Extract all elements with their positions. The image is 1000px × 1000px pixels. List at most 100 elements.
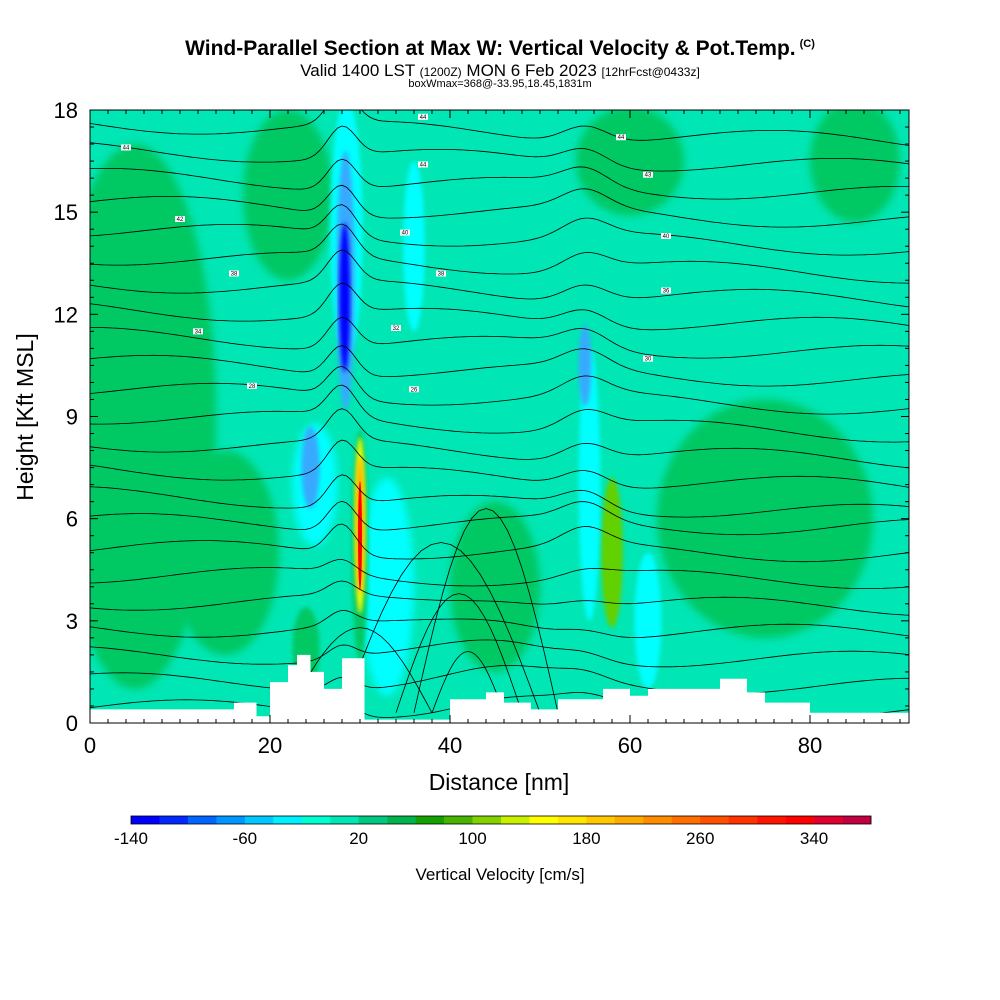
colorbar-swatch: [387, 816, 416, 824]
isentrope-line: [90, 609, 909, 638]
isentrope-line: [90, 408, 909, 469]
colorbar-swatch: [671, 816, 701, 824]
terrain-profile: [90, 654, 909, 723]
colorbar-tick-label: 340: [800, 829, 828, 848]
downdraft-zone: [578, 348, 601, 621]
updraft-core: [601, 477, 623, 628]
isentrope-labels: 44 44 44 44 43 42 40 40 38 38 36 34 32 30 28 26: [121, 113, 671, 393]
chart-title: Wind-Parallel Section at Max W: Vertical…: [0, 37, 1000, 61]
colorbar-swatch: [358, 816, 388, 824]
isentrope-line: [287, 627, 433, 713]
isentrope-label: 43: [645, 173, 652, 179]
isentrope-line: [90, 158, 909, 200]
colorbar-swatch: [757, 816, 786, 824]
isentrope-label: 44: [618, 135, 625, 141]
isentrope-line: [90, 204, 909, 256]
y-tick-label: 0: [66, 711, 78, 736]
colorbar-swatch: [586, 816, 616, 824]
isentrope-label-box: [643, 355, 653, 362]
isentrope-label-box: [121, 144, 131, 151]
isentrope-line: [90, 184, 909, 228]
velocity-field: [90, 110, 900, 696]
colorbar-swatch: [614, 816, 644, 824]
colorbar-swatch: [159, 816, 189, 824]
colorbar-swatch: [301, 816, 331, 824]
colorbar-tick-label: 260: [686, 829, 714, 848]
colorbar-swatch: [557, 816, 587, 824]
plot-area: 44 44 44 44 43 42 40 40 38 38 36 34 32 30 28 26: [90, 110, 909, 723]
x-tick-label: 20: [258, 733, 282, 758]
isentrope-line: [341, 542, 541, 713]
isentrope-line: [90, 384, 909, 443]
isentrope-label-box: [643, 171, 653, 178]
x-tick-label: 40: [438, 733, 462, 758]
isentrope-line: [90, 316, 909, 359]
downdraft-core: [301, 426, 320, 509]
isentrope-label: 32: [393, 326, 400, 332]
colorbar-swatch: [330, 816, 359, 824]
colorbar-swatch: [785, 816, 815, 824]
colorbar-tick-label: 180: [572, 829, 600, 848]
y-tick-label: 18: [54, 98, 78, 123]
isentrope-label-box: [247, 382, 257, 389]
isentrope-line: [90, 345, 909, 387]
colorbar-tick-label: 100: [458, 829, 486, 848]
isentrope-line: [90, 439, 909, 489]
updraft-zone: [450, 501, 540, 672]
valid-time-line: Valid 1400 LST (1200Z) MON 6 Feb 2023 [1…: [0, 61, 1000, 81]
downdraft-core: [578, 324, 592, 407]
x-axis-title: Distance [nm]: [429, 769, 570, 795]
isentrope-label-box: [661, 233, 671, 240]
isentrope-line: [90, 523, 909, 563]
title-text: Wind-Parallel Section at Max W: Vertical…: [185, 37, 796, 60]
downdraft-zone: [634, 552, 662, 689]
valid-date: MON 6 Feb 2023: [466, 61, 597, 80]
isentrope-label-box: [616, 134, 626, 141]
isentrope-label-box: [418, 161, 428, 168]
colorbar-swatch: [131, 816, 160, 824]
colorbar-swatch: [444, 816, 473, 824]
colorbar-tick-label: -60: [233, 829, 258, 848]
isentrope-line: [90, 580, 909, 616]
isentrope-line: [90, 223, 909, 284]
forecast-info: [12hrFcst@0433z]: [601, 65, 700, 79]
isentrope-line: [431, 651, 505, 713]
colorbar-swatch: [529, 816, 559, 824]
colorbar-swatch: [501, 816, 530, 824]
y-tick-label: 6: [66, 507, 78, 532]
y-tick-label: 9: [66, 405, 78, 430]
isentrope-line: [395, 593, 523, 713]
isentrope-label: 44: [420, 162, 427, 168]
isentrope-contours: [90, 110, 909, 722]
colorbar-swatch: [643, 816, 673, 824]
isentrope-label: 42: [177, 217, 184, 223]
colorbar-swatch: [216, 816, 246, 824]
isentrope-line: [90, 474, 909, 518]
colorbar-swatch: [842, 816, 872, 824]
colorbar-tick-label: -140: [114, 829, 148, 848]
box-info: boxWmax=368@-33.95,18.45,1831m: [408, 78, 592, 90]
valid-utc: (1200Z): [419, 65, 462, 79]
isentrope-label: 44: [123, 145, 130, 151]
isentrope-label: 40: [663, 234, 670, 240]
y-axis-title: Height [Kft MSL]: [12, 333, 38, 500]
colorbar-frame: [130, 815, 872, 825]
isentrope-label: 38: [231, 271, 238, 277]
downdraft-zone: [360, 477, 414, 696]
isentrope-line: [90, 664, 909, 695]
isentrope-label-box: [436, 270, 446, 277]
colorbar-swatch: [187, 816, 217, 824]
isentrope-label-box: [175, 215, 185, 222]
isentrope-label: 28: [249, 384, 256, 390]
downdraft-zone: [403, 161, 425, 332]
isentrope-label-box: [418, 113, 428, 120]
colorbar-swatch: [244, 816, 274, 824]
updraft-zone: [810, 110, 900, 223]
isentrope-label-box: [391, 324, 401, 331]
x-axis: 0 20 40 60 80: [84, 110, 901, 758]
isentrope-line: [90, 282, 909, 331]
colorbar-swatch: [728, 816, 758, 824]
updraft-max: [358, 481, 362, 591]
